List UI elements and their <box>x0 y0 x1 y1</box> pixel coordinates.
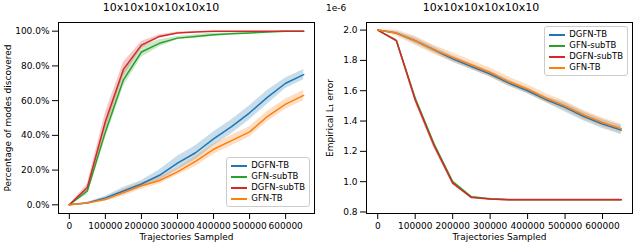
html-text:DGFN-TB: DGFN-TB <box>569 29 607 39</box>
svg-text:500000: 500000 <box>548 221 583 231</box>
html-text:1e-6: 1e-6 <box>326 3 347 13</box>
html-text:GFN-TB: GFN-TB <box>251 193 283 203</box>
svg-text:40.0%: 40.0% <box>21 130 50 140</box>
svg-text:0.8: 0.8 <box>343 207 358 217</box>
html-text:DGFN-TB: DGFN-TB <box>251 160 289 170</box>
svg-text:80.0%: 80.0% <box>21 61 50 71</box>
svg-text:400000: 400000 <box>510 221 545 231</box>
svg-text:20.0%: 20.0% <box>21 165 50 175</box>
html-text:GFN-TB: GFN-TB <box>569 62 601 72</box>
svg-text:1.6: 1.6 <box>343 86 358 96</box>
svg-text:400000: 400000 <box>196 221 231 231</box>
svg-text:Percentage of modes discovered: Percentage of modes discovered <box>3 44 13 191</box>
svg-text:0.0%: 0.0% <box>27 200 50 210</box>
svg-text:0: 0 <box>66 221 72 231</box>
svg-text:600000: 600000 <box>268 221 303 231</box>
svg-text:1.0: 1.0 <box>343 177 358 187</box>
svg-text:0: 0 <box>375 221 381 231</box>
svg-text:300000: 300000 <box>473 221 508 231</box>
svg-text:200000: 200000 <box>435 221 470 231</box>
svg-text:2.0: 2.0 <box>343 25 358 35</box>
svg-text:1.2: 1.2 <box>343 146 357 156</box>
svg-text:100.0%: 100.0% <box>15 26 50 36</box>
svg-text:60.0%: 60.0% <box>21 96 50 106</box>
html-text:GFN-subTB: GFN-subTB <box>251 171 299 181</box>
svg-text:1.8: 1.8 <box>343 55 358 65</box>
svg-text:Trajectories Sampled: Trajectories Sampled <box>138 232 233 242</box>
html-text:10x10x10x10x10x10: 10x10x10x10x10x10 <box>422 1 540 14</box>
svg-text:200000: 200000 <box>124 221 159 231</box>
svg-text:1.4: 1.4 <box>343 116 358 126</box>
svg-text:500000: 500000 <box>232 221 267 231</box>
html-text:DGFN-subTB: DGFN-subTB <box>251 182 305 192</box>
svg-text:100000: 100000 <box>398 221 433 231</box>
svg-text:100000: 100000 <box>88 221 123 231</box>
svg-text:600000: 600000 <box>585 221 620 231</box>
html-text:DGFN-subTB: DGFN-subTB <box>569 51 623 61</box>
html-text:GFN-subTB: GFN-subTB <box>569 40 617 50</box>
svg-text:Trajectories Sampled: Trajectories Sampled <box>451 232 546 242</box>
html-text:10x10x10x10x10x10: 10x10x10x10x10x10 <box>102 1 220 14</box>
svg-text:Empirical L₁ error: Empirical L₁ error <box>325 79 335 157</box>
svg-text:300000: 300000 <box>160 221 195 231</box>
